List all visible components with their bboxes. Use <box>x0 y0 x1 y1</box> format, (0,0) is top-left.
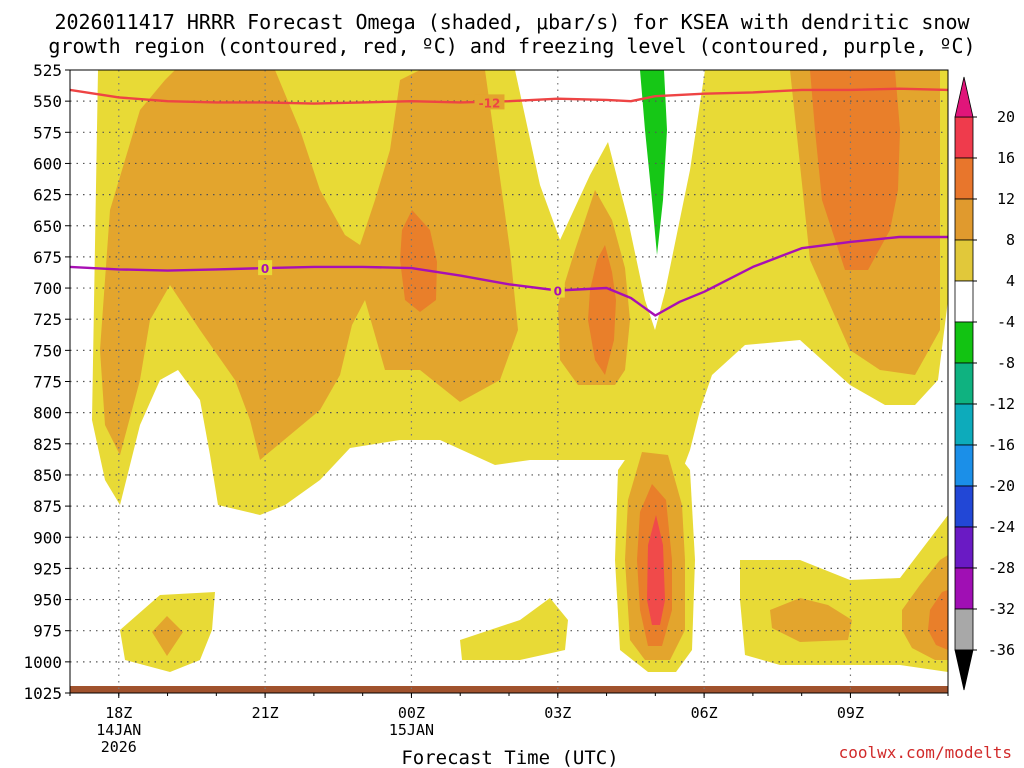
y-tick-label: 900 <box>33 528 62 547</box>
chart-title-line-1: 2026011417 HRRR Forecast Omega (shaded, … <box>54 10 970 34</box>
colorbar-segment <box>954 321 974 364</box>
y-tick-label: 875 <box>33 497 62 516</box>
y-tick-label: 675 <box>33 248 62 267</box>
colorbar-segment <box>954 280 974 323</box>
colorbar-segment <box>954 444 974 487</box>
y-tick-label: 975 <box>33 622 62 641</box>
colorbar-label: -36 <box>988 641 1015 659</box>
colorbar-label: 4 <box>1006 272 1015 290</box>
x-tick-label: 21Z <box>252 704 279 722</box>
colorbar-label: -20 <box>988 477 1015 495</box>
x-tick-label: 00Z <box>398 704 425 722</box>
colorbar-label: -16 <box>988 436 1015 454</box>
x-tick-label: 03Z <box>544 704 571 722</box>
colorbar-segment <box>954 485 974 528</box>
contour-label-bg <box>474 94 505 110</box>
contour-label: -12 <box>479 96 501 110</box>
x-tick-label: 18Z <box>105 704 132 722</box>
omega-shade-16-20 <box>647 515 665 625</box>
colorbar-segment <box>954 157 974 200</box>
y-tick-label: 600 <box>33 154 62 173</box>
y-tick-label: 700 <box>33 279 62 298</box>
site-credit: coolwx.com/modelts <box>839 743 1012 762</box>
y-tick-label: 950 <box>33 591 62 610</box>
y-tick-label: 650 <box>33 217 62 236</box>
y-tick-label: 625 <box>33 186 62 205</box>
colorbar-label: 12 <box>997 190 1015 208</box>
y-tick-label: 750 <box>33 341 62 360</box>
omega-colorbar: 20 16 12 8 4 -4 -8 -12 -16 -20 -24 -28 -32 -36 <box>954 76 1015 691</box>
colorbar-segment <box>954 567 974 610</box>
y-tick-label: 575 <box>33 123 62 142</box>
y-tick-label: 550 <box>33 92 62 111</box>
colorbar-label: -4 <box>997 313 1015 331</box>
colorbar-label: -12 <box>988 395 1015 413</box>
y-tick-label: 850 <box>33 466 62 485</box>
colorbar-label: -24 <box>988 518 1015 536</box>
x-tick-date: 15JAN <box>389 721 434 739</box>
colorbar-max-arrow <box>954 76 974 118</box>
y-tick-label: 1025 <box>23 684 62 703</box>
colorbar-label: -28 <box>988 559 1015 577</box>
contour-line <box>70 87 948 105</box>
chart-title-line-2: growth region (contoured, red, ºC) and f… <box>48 34 975 58</box>
colorbar-segment <box>954 403 974 446</box>
omega-shade-neg4-neg8 <box>640 70 667 255</box>
colorbar-label: 20 <box>997 108 1015 126</box>
colorbar-label: 8 <box>1006 231 1015 249</box>
colorbar-segment <box>954 608 974 651</box>
ground-surface <box>70 686 948 693</box>
colorbar-label: -32 <box>988 600 1015 618</box>
x-tick-label: 09Z <box>837 704 864 722</box>
contour-label: 0 <box>261 262 269 276</box>
colorbar-segment <box>954 239 974 282</box>
contour-label: 0 <box>554 285 562 299</box>
colorbar-segment <box>954 526 974 569</box>
x-tick-date: 14JAN <box>96 721 141 739</box>
y-tick-label: 800 <box>33 404 62 423</box>
y-tick-label: 725 <box>33 310 62 329</box>
x-tick-year: 2026 <box>101 738 137 756</box>
colorbar-segment <box>954 116 974 159</box>
contour-label-bg <box>258 260 273 276</box>
y-tick-label: 825 <box>33 435 62 454</box>
y-axis-pressure: 525 550 575 600 625 650 675 700 725 750 775 800 825 8… <box>23 61 70 703</box>
y-tick-label: 925 <box>33 559 62 578</box>
y-tick-label: 775 <box>33 373 62 392</box>
colorbar-min-arrow <box>954 649 974 691</box>
plot-area: -12 0 0 <box>70 70 948 693</box>
x-axis-label: Forecast Time (UTC) <box>401 747 618 768</box>
contour-lines: -12 0 0 <box>70 87 948 317</box>
y-tick-label: 525 <box>33 61 62 80</box>
colorbar-segment <box>954 198 974 241</box>
y-tick-label: 1000 <box>23 653 62 672</box>
x-tick-label: 06Z <box>691 704 718 722</box>
colorbar-segment <box>954 362 974 405</box>
colorbar-label: -8 <box>997 354 1015 372</box>
contour-label-bg <box>550 282 565 298</box>
colorbar-label: 16 <box>997 149 1015 167</box>
